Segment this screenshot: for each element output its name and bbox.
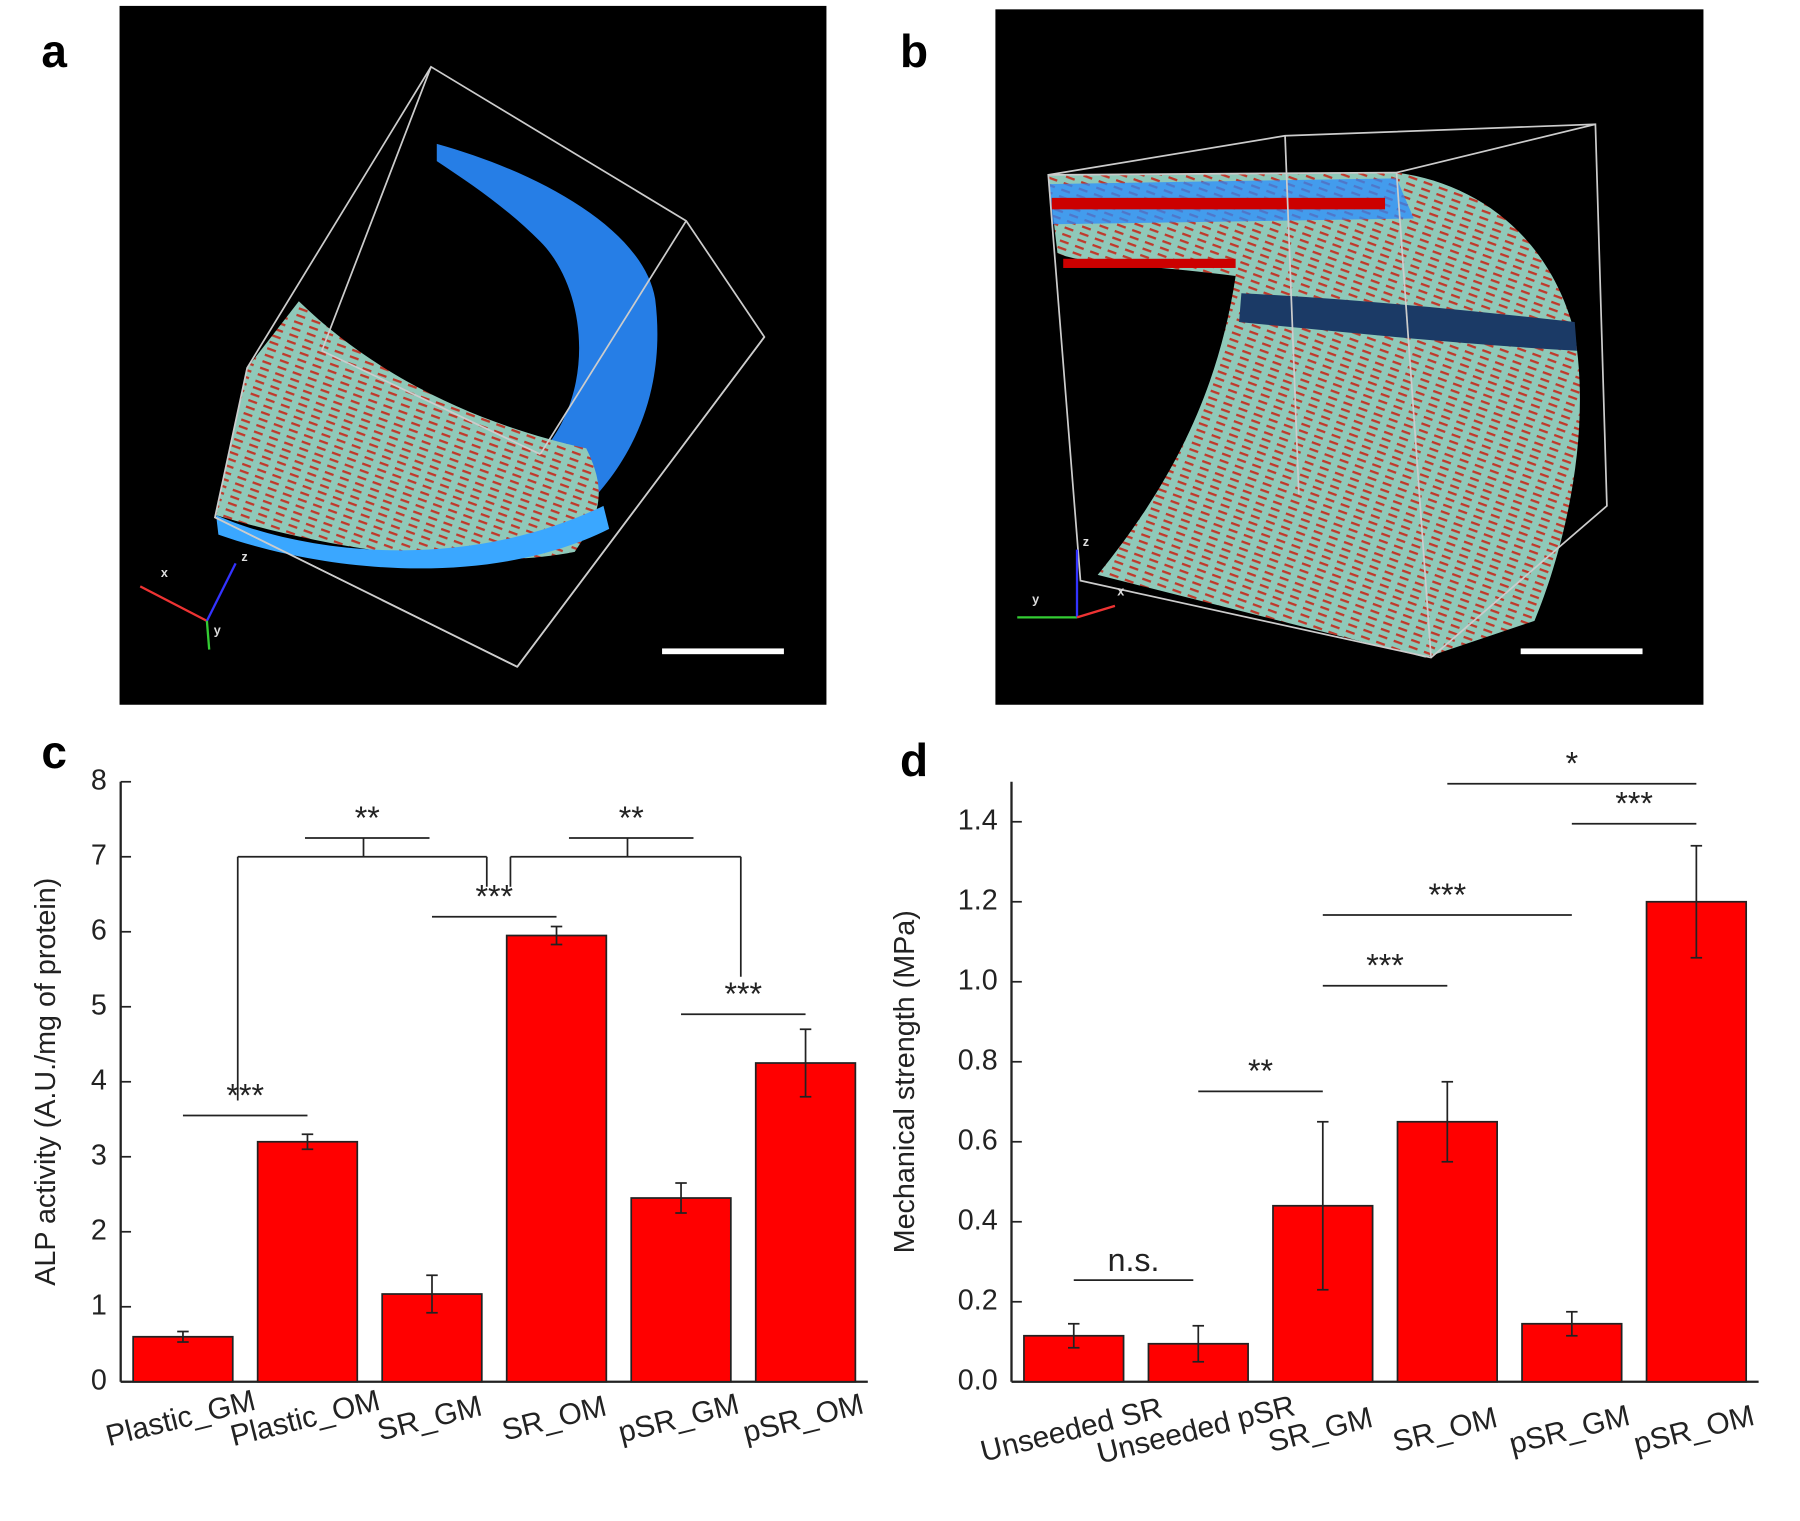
error-bar	[675, 1182, 687, 1214]
y-tick-label: 1.0	[958, 964, 998, 996]
x-tick-label: pSR_GM	[1506, 1399, 1633, 1461]
x-tick-label: pSR_OM	[740, 1388, 867, 1450]
y-tick-label: 1.4	[958, 804, 998, 836]
y-tick-label: 0.6	[958, 1124, 998, 1156]
axis-letter: z	[1083, 535, 1089, 549]
significance-label: **	[619, 800, 645, 836]
y-tick-label: 7	[91, 839, 107, 871]
panel-label: a	[41, 25, 67, 77]
significance-label: ***	[1366, 948, 1404, 984]
error-bar	[1317, 1120, 1329, 1291]
y-tick-label: 3	[91, 1139, 107, 1171]
image-a: x z y	[119, 5, 827, 705]
y-tick-label: 0.2	[958, 1284, 998, 1316]
axis-letter: x	[161, 566, 168, 580]
error-bar	[1068, 1322, 1080, 1349]
significance-label: ***	[725, 976, 763, 1012]
x-tick-label: SR_OM	[499, 1390, 610, 1448]
error-bar	[1690, 844, 1703, 959]
x-tick-label: pSR_GM	[615, 1388, 742, 1450]
bar-chart: 0.0 0.2 0.4 0.6 0.8 1.0 1.2 1.4 Mechanical stren…	[889, 746, 1759, 1471]
significance-label: **	[355, 800, 381, 836]
x-tick-label: SR_OM	[1389, 1401, 1500, 1459]
axis-letter: x	[1117, 585, 1124, 599]
bar	[132, 1335, 234, 1383]
y-tick-label: 1.2	[958, 884, 998, 916]
y-tick-label: 8	[91, 764, 107, 796]
axis-letter: z	[241, 550, 247, 564]
significance-label: ***	[1429, 877, 1467, 913]
significance-label: ***	[475, 879, 513, 915]
significance-label: ***	[226, 1077, 264, 1113]
y-tick-label: 2	[91, 1214, 107, 1246]
error-bar	[177, 1330, 189, 1343]
y-axis-label: Mechanical strength (MPa)	[889, 910, 921, 1253]
panel-label: c	[41, 726, 67, 778]
axis-letter: y	[214, 624, 221, 638]
y-tick-label: 6	[91, 914, 107, 946]
significance-label: *	[1566, 746, 1579, 782]
y-tick-label: 0.0	[958, 1364, 998, 1396]
error-bar	[550, 925, 563, 946]
error-bar	[1441, 1080, 1454, 1163]
y-tick-label: 0.4	[958, 1204, 998, 1236]
x-tick-label: pSR_OM	[1630, 1399, 1757, 1461]
axis-letter: y	[1032, 593, 1039, 607]
y-tick-label: 4	[91, 1064, 107, 1096]
bar	[754, 1062, 857, 1383]
y-tick-label: 0.8	[958, 1044, 998, 1076]
y-axis-label: ALP activity (A.U./mg of protein)	[30, 878, 62, 1286]
image-b: z y x	[995, 9, 1704, 705]
panel-label: b	[900, 25, 928, 77]
error-bar	[799, 1028, 812, 1098]
significance-label: ***	[1615, 786, 1653, 822]
bar-chart: 0 1 2 3 4 5 6 7 8 ALP activity (A.U./mg of protei…	[30, 764, 868, 1453]
error-bar	[426, 1274, 438, 1314]
bar	[1645, 900, 1748, 1383]
x-tick-label: SR_GM	[374, 1390, 485, 1448]
error-bar	[1566, 1310, 1578, 1337]
y-tick-label: 5	[91, 989, 107, 1021]
bar	[505, 934, 608, 1383]
error-bar	[1192, 1324, 1205, 1363]
bar	[1396, 1120, 1498, 1383]
bar	[630, 1197, 732, 1383]
bar	[256, 1140, 359, 1383]
y-tick-label: 1	[91, 1289, 107, 1321]
panel-label: d	[900, 734, 928, 786]
error-bar	[301, 1133, 314, 1151]
y-tick-label: 0	[91, 1364, 107, 1396]
significance-label: n.s.	[1108, 1242, 1160, 1278]
significance-label: **	[1248, 1053, 1274, 1089]
